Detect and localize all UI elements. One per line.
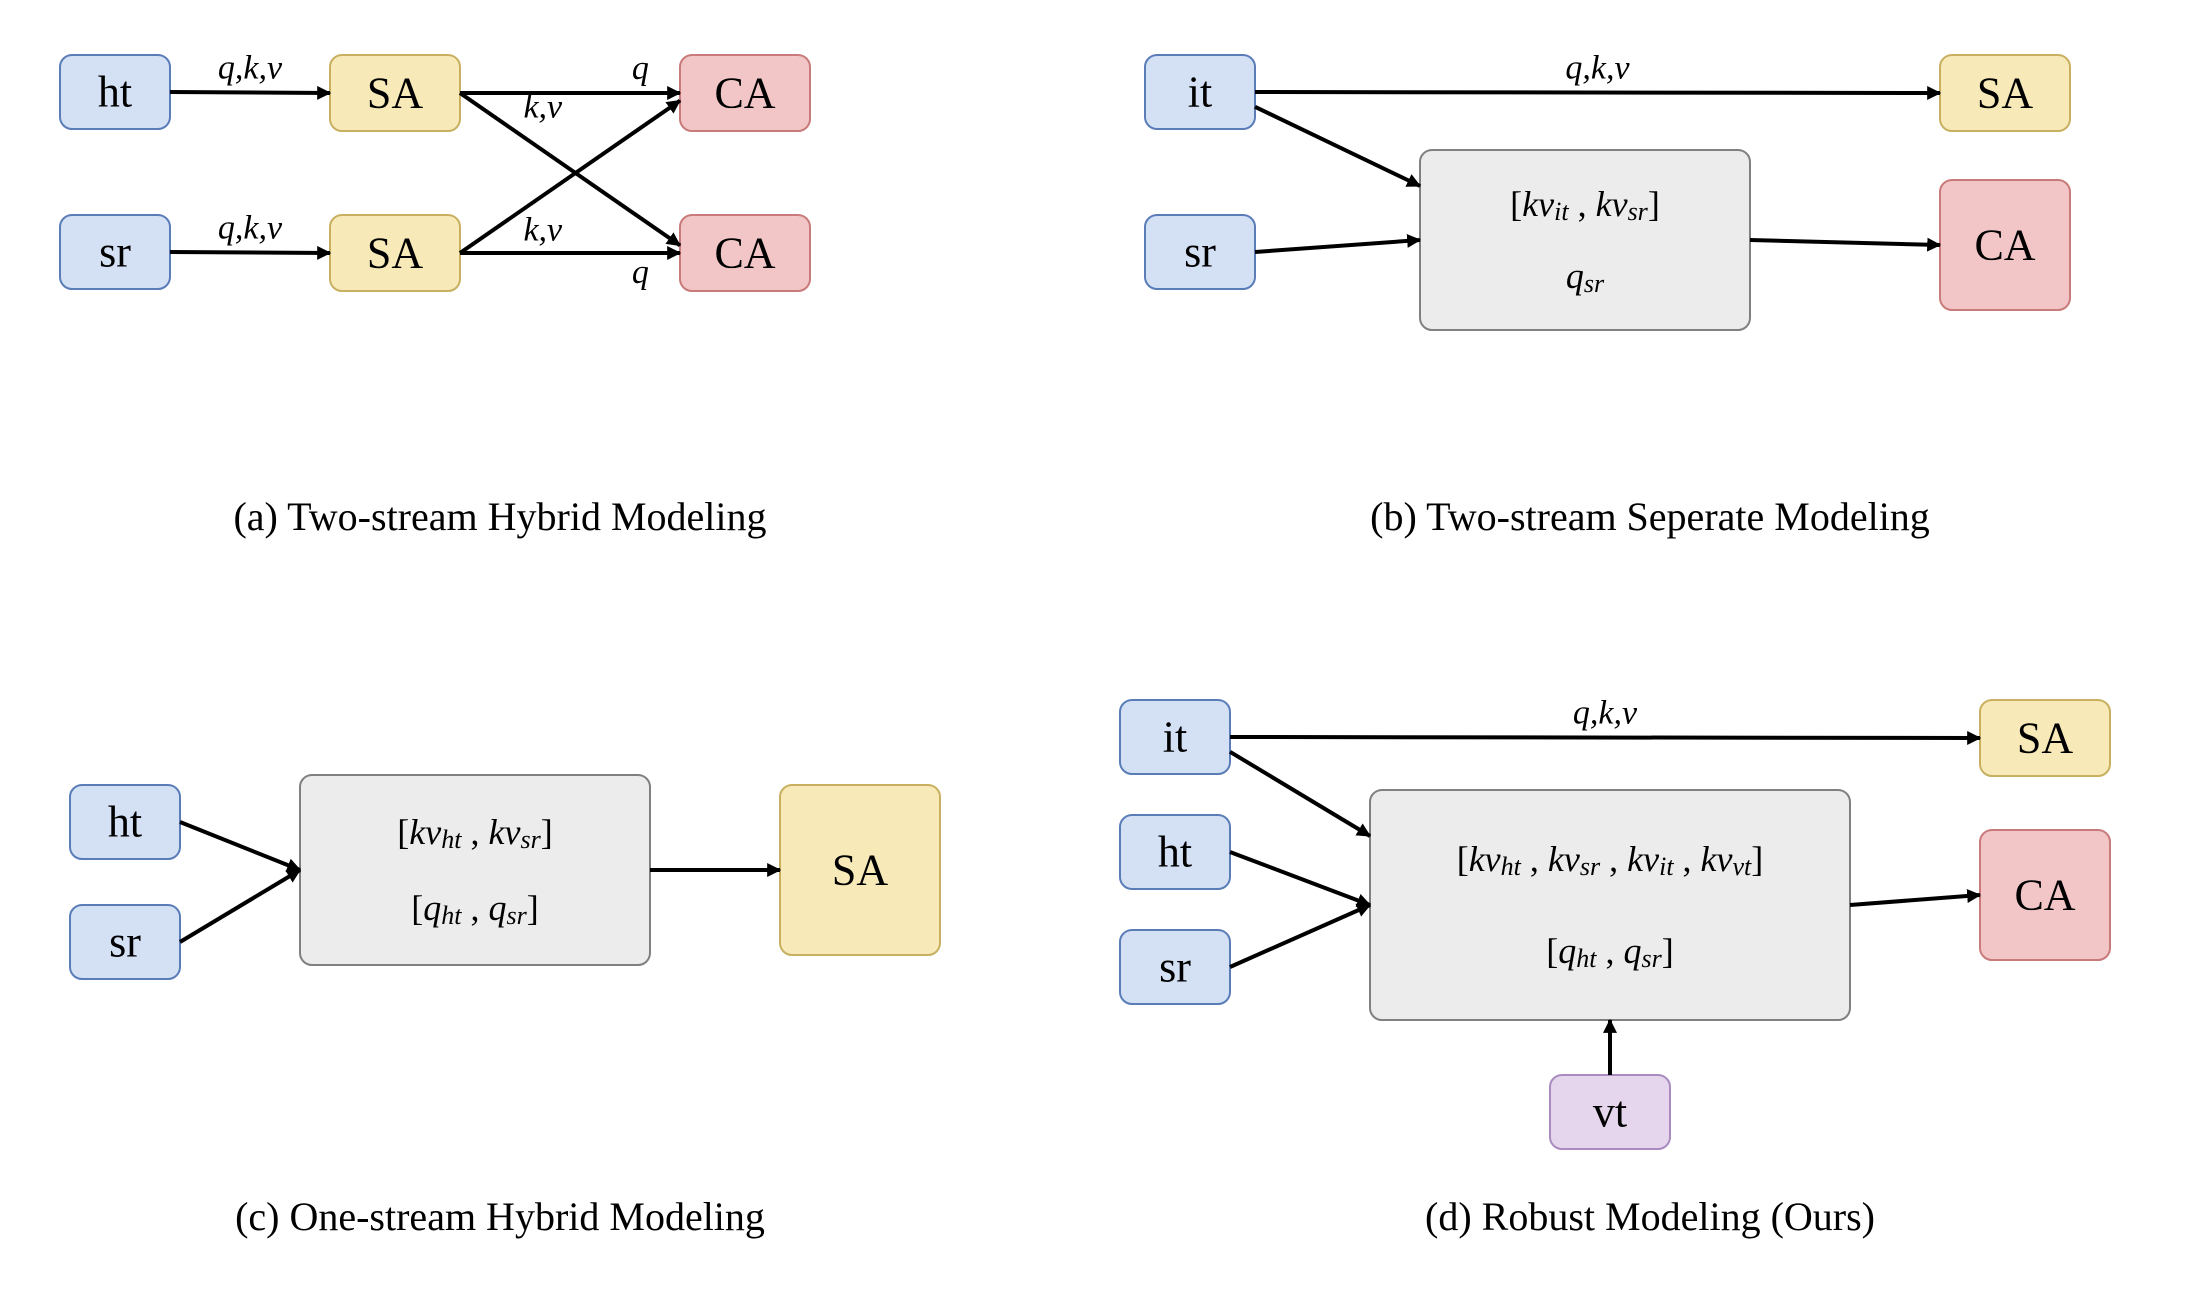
svg-text:CA: CA [714,69,775,118]
edge [1255,240,1420,252]
edge [1750,240,1940,245]
svg-text:sr: sr [1184,228,1216,277]
a-ca2: CA [680,215,810,291]
a-sa1: SA [330,55,460,131]
a-ht: ht [60,55,170,129]
c-sa: SA [780,785,940,955]
edge-label: q,k,v [1565,50,1630,87]
edge [1255,92,1940,93]
c-ht: ht [70,785,180,859]
svg-text:ht: ht [108,798,142,847]
svg-text:SA: SA [2017,714,2073,763]
svg-text:SA: SA [1977,69,2033,118]
d-ht: ht [1120,815,1230,889]
edge-label: k,v [523,89,563,126]
svg-text:vt: vt [1593,1088,1627,1137]
panel-caption: (b) Two-stream Seperate Modeling [1370,494,1930,539]
svg-text:sr: sr [109,918,141,967]
edge [170,252,330,253]
b-sr: sr [1145,215,1255,289]
svg-text:it: it [1163,713,1187,762]
d-it: it [1120,700,1230,774]
b-it: it [1145,55,1255,129]
panel-caption: (d) Robust Modeling (Ours) [1425,1194,1875,1239]
b-ca: CA [1940,180,2070,310]
edge [460,101,680,253]
edge [180,870,300,942]
edge [460,93,680,245]
svg-text:ht: ht [1158,828,1192,877]
c-box [300,775,650,965]
diagram-canvas: ht sr SA SA CA CA q,k,v q,k,v q q k,v k,v (a) Two-st… [0,0,2200,1300]
d-sa: SA [1980,700,2110,776]
c-sr: sr [70,905,180,979]
edge [1230,852,1370,905]
edge [1255,107,1420,186]
edge [1230,752,1370,836]
edge [1230,737,1980,738]
edge [1230,905,1370,967]
edge-label: q,k,v [1573,695,1638,732]
svg-text:sr: sr [1159,943,1191,992]
panel-caption: (c) One-stream Hybrid Modeling [235,1194,765,1239]
a-sr: sr [60,215,170,289]
edge-label: q [632,50,649,87]
edge [1850,895,1980,905]
panel-caption: (a) Two-stream Hybrid Modeling [233,494,766,539]
svg-text:CA: CA [2014,871,2075,920]
svg-text:SA: SA [832,846,888,895]
svg-text:ht: ht [98,68,132,117]
svg-text:CA: CA [1974,221,2035,270]
edge [170,92,330,93]
b-sa: SA [1940,55,2070,131]
edge-label: q [632,254,649,291]
d-sr: sr [1120,930,1230,1004]
d-box [1370,790,1850,1020]
edge [180,822,300,870]
svg-text:CA: CA [714,229,775,278]
svg-text:it: it [1188,68,1212,117]
a-ca1: CA [680,55,810,131]
d-vt: vt [1550,1075,1670,1149]
edge-label: k,v [523,211,563,248]
edge-label: q,k,v [218,210,283,247]
edge-label: q,k,v [218,50,283,87]
svg-text:SA: SA [367,69,423,118]
a-sa2: SA [330,215,460,291]
b-box [1420,150,1750,330]
svg-text:SA: SA [367,229,423,278]
d-ca: CA [1980,830,2110,960]
svg-text:sr: sr [99,228,131,277]
